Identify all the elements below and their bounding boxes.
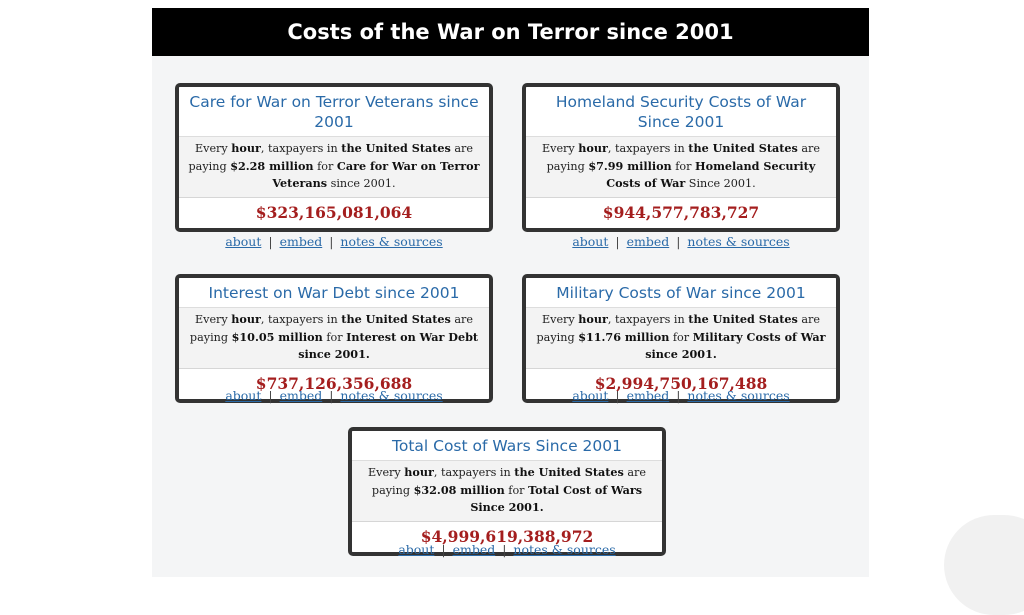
- notes-sources-link[interactable]: notes & sources: [687, 388, 790, 403]
- separator: |: [615, 234, 620, 249]
- separator: |: [676, 234, 681, 249]
- about-link[interactable]: about: [398, 542, 435, 557]
- notes-sources-link[interactable]: notes & sources: [340, 388, 443, 403]
- separator: |: [502, 542, 507, 557]
- cost-counter: $4,999,619,388,972: [352, 521, 662, 552]
- separator: |: [268, 388, 273, 403]
- card-description: Every hour, taxpayers in the United Stat…: [526, 308, 836, 369]
- hourly-rate: $10.05 million: [231, 329, 323, 344]
- embed-link[interactable]: embed: [626, 234, 670, 249]
- separator: |: [441, 542, 446, 557]
- card-links: about | embed | notes & sources: [522, 388, 840, 403]
- card-description: Every hour, taxpayers in the United Stat…: [526, 137, 836, 198]
- card-title: Interest on War Debt since 2001: [179, 278, 489, 308]
- notes-sources-link[interactable]: notes & sources: [513, 542, 616, 557]
- cost-subject: Interest on War Debt since 2001.: [298, 329, 479, 362]
- embed-link[interactable]: embed: [626, 388, 670, 403]
- hourly-rate: $32.08 million: [413, 482, 505, 497]
- cost-counter: $944,577,783,727: [526, 197, 836, 228]
- notes-sources-link[interactable]: notes & sources: [687, 234, 790, 249]
- card-title: Care for War on Terror Veterans since 20…: [179, 87, 489, 137]
- about-link[interactable]: about: [225, 234, 262, 249]
- about-link[interactable]: about: [572, 388, 609, 403]
- card-homeland-security: Homeland Security Costs of War Since 200…: [522, 83, 840, 232]
- card-total-cost: Total Cost of Wars Since 2001 Every hour…: [348, 427, 666, 556]
- cost-subject: Care for War on Terror Veterans: [272, 158, 480, 191]
- hourly-rate: $11.76 million: [578, 329, 670, 344]
- cost-subject: Military Costs of War since 2001.: [645, 329, 826, 362]
- card-title: Homeland Security Costs of War Since 200…: [526, 87, 836, 137]
- cost-counter: $323,165,081,064: [179, 197, 489, 228]
- card-links: about | embed | notes & sources: [522, 234, 840, 249]
- separator: |: [268, 234, 273, 249]
- card-veterans: Care for War on Terror Veterans since 20…: [175, 83, 493, 232]
- card-title: Total Cost of Wars Since 2001: [352, 431, 662, 461]
- cost-subject: Total Cost of Wars Since 2001.: [470, 482, 643, 515]
- page-title: Costs of the War on Terror since 2001: [152, 8, 869, 56]
- embed-link[interactable]: embed: [452, 542, 496, 557]
- card-interest-debt: Interest on War Debt since 2001 Every ho…: [175, 274, 493, 403]
- embed-link[interactable]: embed: [279, 234, 323, 249]
- card-links: about | embed | notes & sources: [348, 542, 666, 557]
- separator: |: [329, 388, 334, 403]
- card-description: Every hour, taxpayers in the United Stat…: [179, 137, 489, 198]
- embed-link[interactable]: embed: [279, 388, 323, 403]
- about-link[interactable]: about: [225, 388, 262, 403]
- notes-sources-link[interactable]: notes & sources: [340, 234, 443, 249]
- hourly-rate: $2.28 million: [230, 158, 314, 173]
- about-link[interactable]: about: [572, 234, 609, 249]
- card-title: Military Costs of War since 2001: [526, 278, 836, 308]
- separator: |: [676, 388, 681, 403]
- separator: |: [329, 234, 334, 249]
- decorative-shape: [944, 515, 1024, 615]
- card-military-costs: Military Costs of War since 2001 Every h…: [522, 274, 840, 403]
- separator: |: [615, 388, 620, 403]
- card-links: about | embed | notes & sources: [175, 234, 493, 249]
- hourly-rate: $7.99 million: [588, 158, 672, 173]
- cost-subject: Homeland Security Costs of War: [606, 158, 816, 191]
- card-links: about | embed | notes & sources: [175, 388, 493, 403]
- cost-counter: $2,994,750,167,488: [526, 368, 836, 399]
- cost-counter: $737,126,356,688: [179, 368, 489, 399]
- card-description: Every hour, taxpayers in the United Stat…: [179, 308, 489, 369]
- card-description: Every hour, taxpayers in the United Stat…: [352, 461, 662, 522]
